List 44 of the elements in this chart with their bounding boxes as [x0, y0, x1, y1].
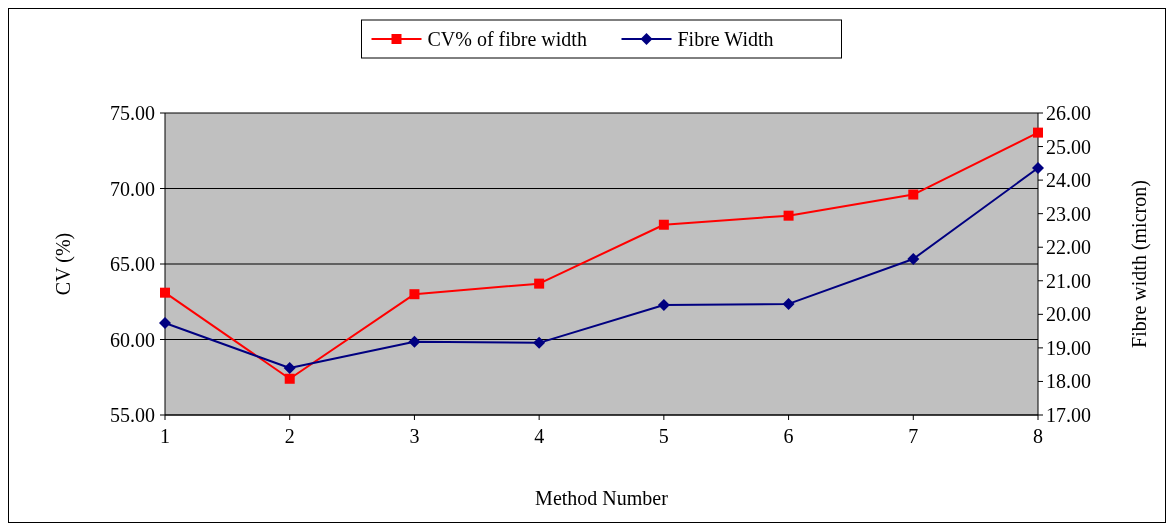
y2-axis-title: Fibre width (micron) — [1128, 180, 1151, 348]
y-tick-label: 55.00 — [110, 404, 155, 426]
point — [159, 317, 171, 330]
x-tick-label: 3 — [409, 425, 420, 447]
y2-tick-label: 22.00 — [1046, 236, 1091, 259]
y2-tick-label: 23.00 — [1046, 202, 1091, 225]
x-tick-label: 2 — [284, 425, 295, 447]
point — [408, 335, 421, 348]
y2-tick-label: 18.00 — [1046, 370, 1091, 393]
x-tick-label: 4 — [534, 425, 545, 447]
y2-tick-label: 19.00 — [1046, 336, 1091, 359]
point — [409, 289, 420, 300]
legend-label: Fibre Width — [677, 28, 774, 50]
point — [533, 336, 546, 349]
y2-tick-label: 17.00 — [1046, 404, 1091, 426]
y2-tick-label: 24.00 — [1046, 169, 1091, 192]
point — [1032, 162, 1044, 175]
point — [160, 287, 170, 298]
x-tick-label: 7 — [908, 425, 919, 447]
point — [1033, 127, 1043, 138]
point — [657, 298, 670, 311]
point — [658, 219, 669, 230]
point — [782, 297, 795, 310]
legend-label: CV% of fibre width — [427, 28, 587, 50]
y2-tick-label: 20.00 — [1046, 303, 1091, 326]
point — [907, 252, 920, 265]
y-tick-label: 60.00 — [110, 328, 155, 351]
x-tick-label: 5 — [658, 425, 669, 447]
x-tick-label: 6 — [783, 425, 794, 447]
point — [283, 362, 296, 375]
point — [534, 278, 545, 289]
point — [783, 210, 794, 221]
y2-tick-label: 25.00 — [1046, 135, 1091, 158]
y-tick-label: 70.00 — [110, 177, 155, 200]
y-tick-label: 75.00 — [110, 102, 155, 124]
x-tick-label: 8 — [1033, 425, 1043, 447]
x-axis-title: Method Number — [535, 487, 669, 509]
y-tick-label: 65.00 — [110, 253, 155, 275]
point — [284, 373, 295, 384]
y-axis-title: CV (%) — [52, 232, 75, 296]
point — [908, 189, 919, 200]
y2-tick-label: 21.00 — [1046, 269, 1091, 292]
y2-tick-label: 26.00 — [1046, 102, 1091, 124]
x-tick-label: 1 — [160, 425, 170, 447]
